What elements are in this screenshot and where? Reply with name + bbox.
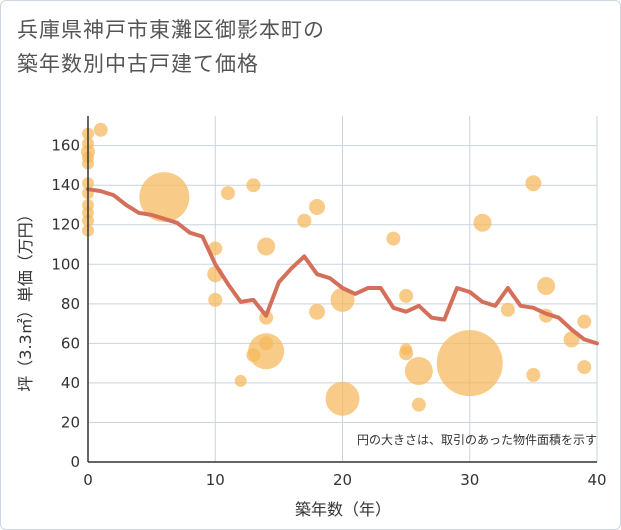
y-tick-label: 40 <box>61 374 80 392</box>
data-bubble <box>297 213 312 228</box>
data-bubble <box>325 381 360 416</box>
data-bubble <box>248 333 285 370</box>
data-bubble <box>139 172 190 223</box>
x-tick-label: 20 <box>333 471 352 489</box>
data-bubble <box>93 122 108 137</box>
y-tick-label: 140 <box>51 176 80 194</box>
y-tick-label: 20 <box>61 413 80 431</box>
x-tick-label: 10 <box>206 471 225 489</box>
data-bubble <box>411 397 426 412</box>
data-bubble <box>436 330 503 397</box>
y-tick-label: 120 <box>51 216 80 234</box>
x-axis-label: 築年数（年） <box>295 500 391 519</box>
data-bubble <box>246 178 261 193</box>
data-bubble <box>330 287 355 312</box>
data-bubble <box>257 237 276 256</box>
data-bubble <box>309 303 326 320</box>
data-bubble <box>563 331 580 348</box>
bubble-layer <box>81 122 592 416</box>
data-bubble <box>500 302 515 317</box>
grid-lines <box>88 116 598 462</box>
size-note: 円の大きさは、取引のあった物件面積を示す <box>357 432 597 447</box>
y-axis-label: 坪（3.3㎡）単価（万円） <box>16 206 35 391</box>
data-bubble <box>577 314 592 329</box>
data-bubble <box>234 374 247 387</box>
y-tick-label: 60 <box>61 334 80 352</box>
data-bubble <box>399 288 414 303</box>
data-bubble <box>309 198 326 215</box>
x-tick-label: 40 <box>587 471 606 489</box>
tick-labels: 0 20 40 60 80 100 120 140 160 0 10 20 30 40 <box>51 137 606 489</box>
data-bubble <box>404 357 433 386</box>
data-bubble <box>208 292 223 307</box>
chart-title-line-1: 兵庫県神戸市東灘区御影本町の <box>17 18 325 42</box>
trend-line <box>86 187 599 346</box>
x-tick-label: 30 <box>460 471 479 489</box>
data-bubble <box>473 213 492 232</box>
x-tick-label: 0 <box>83 471 93 489</box>
data-bubble <box>220 186 235 201</box>
data-bubble <box>537 277 556 296</box>
y-tick-label: 160 <box>51 137 80 155</box>
data-bubble <box>399 346 414 361</box>
y-tick-label: 80 <box>61 295 80 313</box>
data-bubble <box>577 360 592 375</box>
data-bubble <box>386 231 401 246</box>
data-bubble <box>525 175 542 192</box>
axes <box>87 116 597 463</box>
data-bubble <box>526 368 541 383</box>
trend-layer <box>86 187 599 346</box>
y-tick-label: 0 <box>70 453 80 471</box>
y-tick-label: 100 <box>51 255 80 273</box>
chart-title-line-2: 築年数別中古戸建て価格 <box>17 52 259 76</box>
chart-title: 兵庫県神戸市東灘区御影本町の 築年数別中古戸建て価格 <box>17 13 325 81</box>
